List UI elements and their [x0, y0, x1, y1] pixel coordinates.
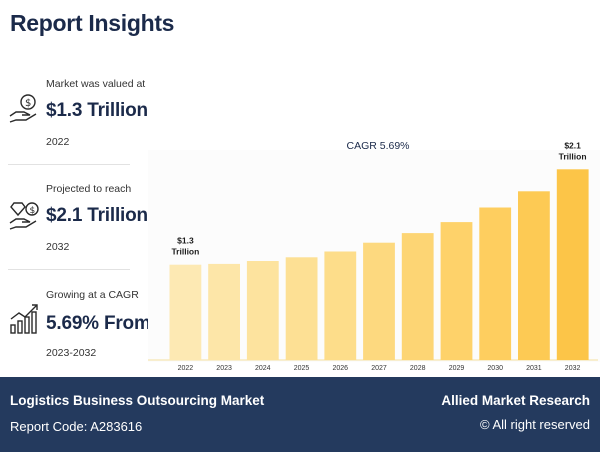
x-tick-label: 2027: [371, 365, 387, 372]
divider: [8, 269, 130, 270]
x-tick-label: 2030: [487, 365, 503, 372]
x-tick-label: 2022: [178, 365, 194, 372]
svg-text:$: $: [30, 206, 36, 216]
bar-2027: [363, 242, 395, 360]
insight-card-projected: $ Projected to reach $2.1 Trillion 2032: [8, 183, 148, 263]
data-label-unit: Trillion: [171, 247, 199, 257]
data-label-value: $1.3: [177, 236, 194, 246]
money-hand-icon: $: [8, 92, 42, 126]
x-tick-label: 2029: [449, 365, 465, 372]
x-tick-label: 2023: [216, 365, 232, 372]
x-tick-label: 2028: [410, 365, 426, 372]
bar-2025: [285, 257, 318, 360]
brand-name: Allied Market Research: [441, 393, 590, 408]
bar-2026: [324, 251, 357, 360]
chart-title: CAGR 5.69%: [346, 140, 409, 152]
insight-value: 5.69% From: [46, 313, 151, 334]
bar-2024: [246, 261, 279, 360]
insight-value: $2.1 Trillion: [46, 205, 148, 226]
data-label-value: $2.1: [564, 140, 581, 150]
x-tick-label: 2031: [526, 365, 542, 372]
x-tick-label: 2032: [565, 365, 581, 372]
insight-label: Growing at a CAGR: [46, 289, 139, 301]
divider: [8, 164, 130, 165]
page-title: Report Insights: [10, 10, 175, 36]
insight-label: Market was valued at: [46, 78, 146, 90]
bar-2029: [440, 222, 473, 360]
growth-chart-icon: [8, 301, 42, 335]
x-tick-label: 2026: [333, 365, 349, 372]
insight-label: Projected to reach: [46, 183, 132, 195]
insight-year: 2023-2032: [46, 347, 97, 359]
insight-card-cagr: Growing at a CAGR 5.69% From 2023-2032: [8, 289, 151, 369]
bar-2022: [169, 264, 202, 360]
x-tick-label: 2024: [255, 365, 271, 372]
bar-2032: [556, 169, 589, 360]
insight-value: $1.3 Trillion: [46, 100, 148, 121]
bar-2031: [518, 191, 550, 360]
insight-card-valued: $ Market was valued at $1.3 Trillion 202…: [8, 78, 148, 158]
bar-2028: [401, 233, 434, 360]
x-tick-label: 2025: [294, 365, 310, 372]
report-title: Logistics Business Outsourcing Market: [10, 393, 265, 408]
copyright: © All right reserved: [479, 417, 590, 432]
svg-text:$: $: [25, 98, 31, 109]
insight-year: 2022: [46, 136, 70, 148]
data-label-unit: Trillion: [559, 151, 587, 161]
bar-2030: [479, 207, 512, 360]
insight-year: 2032: [46, 241, 70, 253]
report-code: Report Code: A283616: [10, 419, 143, 434]
diamond-hand-icon: $: [8, 197, 42, 231]
bar-2023: [208, 263, 240, 360]
footer: Logistics Business Outsourcing Market Re…: [0, 377, 600, 452]
